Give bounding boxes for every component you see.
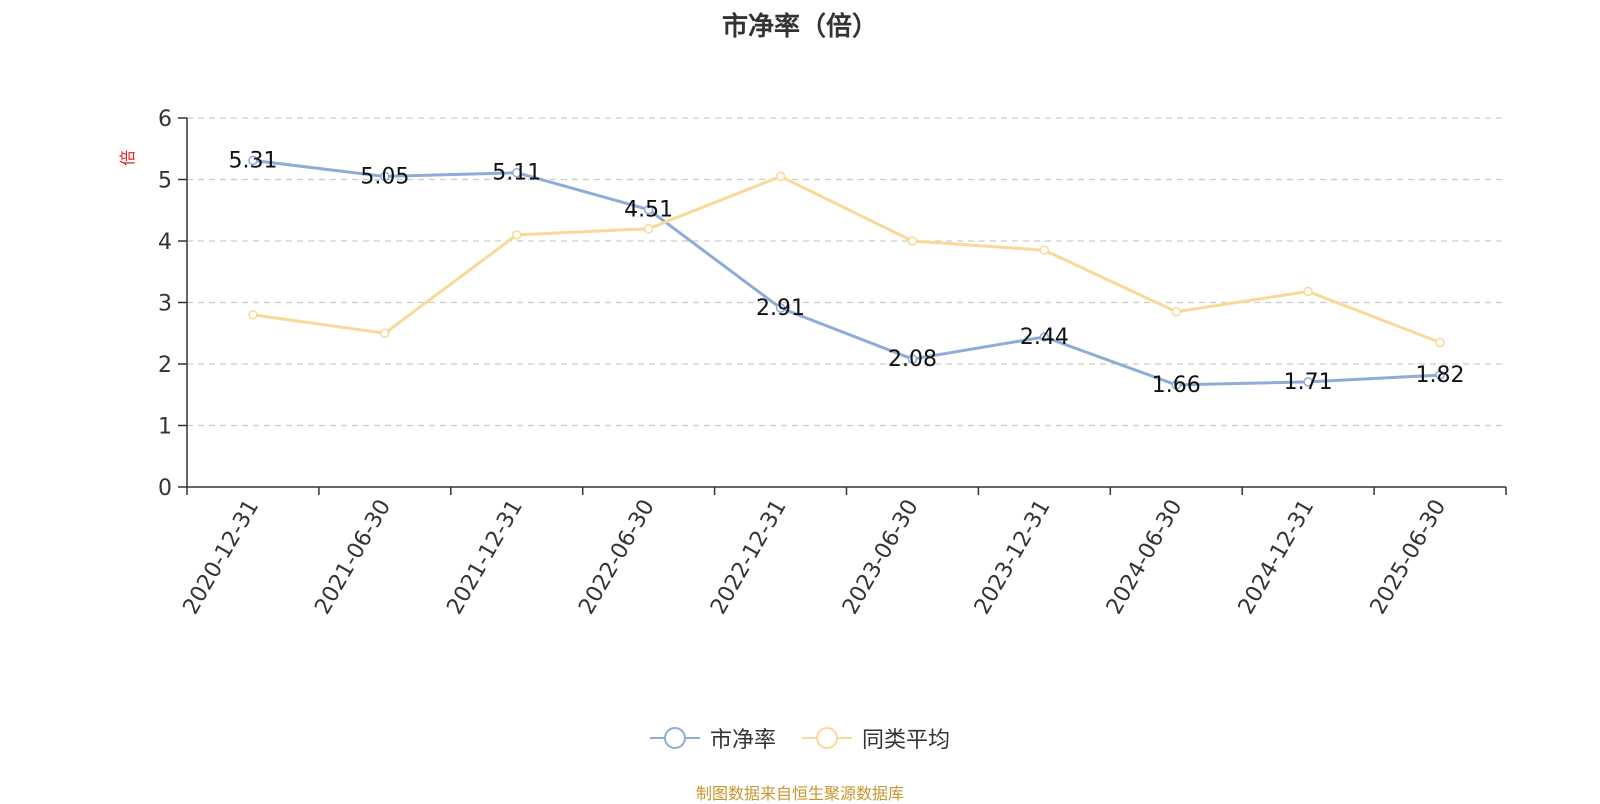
- data-label: 1.71: [1284, 370, 1333, 395]
- y-axis-label: 倍: [118, 150, 137, 166]
- data-labels: 5.31 5.05 5.11 4.51 2.91 2.08 2.44 1.66 1.71 1.82: [228, 148, 1464, 397]
- data-point: [380, 171, 390, 182]
- data-point: [1303, 286, 1313, 297]
- data-point: [1039, 245, 1050, 255]
- data-point: [1435, 337, 1445, 348]
- data-label: 2.91: [756, 296, 805, 321]
- x-tick-label: 2024-12-31: [1234, 496, 1320, 619]
- y-tick-label: 2: [158, 353, 172, 378]
- x-tick-label: 2023-12-31: [970, 496, 1056, 619]
- y-tick-label: 1: [158, 415, 172, 440]
- source-note: 制图数据来自恒生聚源数据库: [695, 784, 904, 803]
- data-point: [248, 310, 258, 320]
- series-lines: [248, 155, 1445, 390]
- data-point: [512, 167, 522, 178]
- legend-swatch-marker: [663, 727, 686, 749]
- legend-item-1[interactable]: 市净率: [649, 722, 776, 754]
- data-point: [1039, 332, 1050, 342]
- x-tick-label: 2021-06-30: [310, 496, 396, 619]
- chart-title: 市净率（倍）: [721, 12, 878, 42]
- data-point: [643, 223, 654, 234]
- legend-swatch-marker: [816, 727, 838, 749]
- y-tick-label: 3: [158, 292, 172, 317]
- data-point: [380, 328, 390, 338]
- data-point: [248, 155, 258, 166]
- x-tick-label: 2025-06-30: [1366, 496, 1452, 619]
- series-line-2: [252, 174, 1441, 344]
- legend-item-2[interactable]: 同类平均: [802, 722, 950, 754]
- x-tick-label: 2022-12-31: [706, 496, 792, 619]
- data-label: 5.31: [228, 148, 277, 173]
- data-point: [775, 171, 786, 182]
- y-tick-label: 0: [158, 476, 172, 501]
- y-tick-label: 5: [158, 169, 172, 194]
- legend-label: 同类平均: [862, 728, 951, 753]
- data-point: [907, 236, 918, 246]
- data-point: [907, 354, 918, 364]
- data-point: [1171, 380, 1181, 390]
- legend-label: 市净率: [709, 728, 776, 753]
- x-tick-label: 2022-06-30: [574, 496, 660, 619]
- data-label: 1.66: [1152, 373, 1201, 398]
- data-point: [512, 230, 522, 240]
- data-point: [1303, 377, 1313, 387]
- data-label: 5.05: [360, 164, 409, 189]
- data-point: [643, 204, 654, 215]
- legend-swatch: [649, 727, 700, 749]
- data-label: 4.51: [624, 198, 673, 223]
- legend: 市净率 同类平均: [0, 722, 1600, 754]
- y-tick-label: 6: [158, 107, 172, 132]
- data-label: 2.08: [888, 347, 937, 372]
- x-tick-label: 2023-06-30: [838, 496, 924, 619]
- x-tick-label: 2020-12-31: [179, 496, 265, 619]
- data-label: 2.44: [1020, 325, 1069, 350]
- data-label: 5.11: [492, 161, 541, 186]
- x-tick-label: 2021-12-31: [442, 496, 528, 619]
- data-label: 1.82: [1416, 363, 1465, 388]
- x-tick-label: 2024-06-30: [1102, 496, 1188, 619]
- y-tick-label: 4: [158, 230, 172, 255]
- data-point: [1435, 370, 1445, 380]
- series-line-1: [252, 158, 1441, 387]
- axes: 0 1 2 3 4 5 6 倍 2020-12-31 2021-06-30 2021-12-31 20…: [118, 107, 1507, 619]
- legend-swatch: [802, 727, 852, 749]
- data-point: [1171, 306, 1181, 317]
- data-point: [775, 303, 786, 313]
